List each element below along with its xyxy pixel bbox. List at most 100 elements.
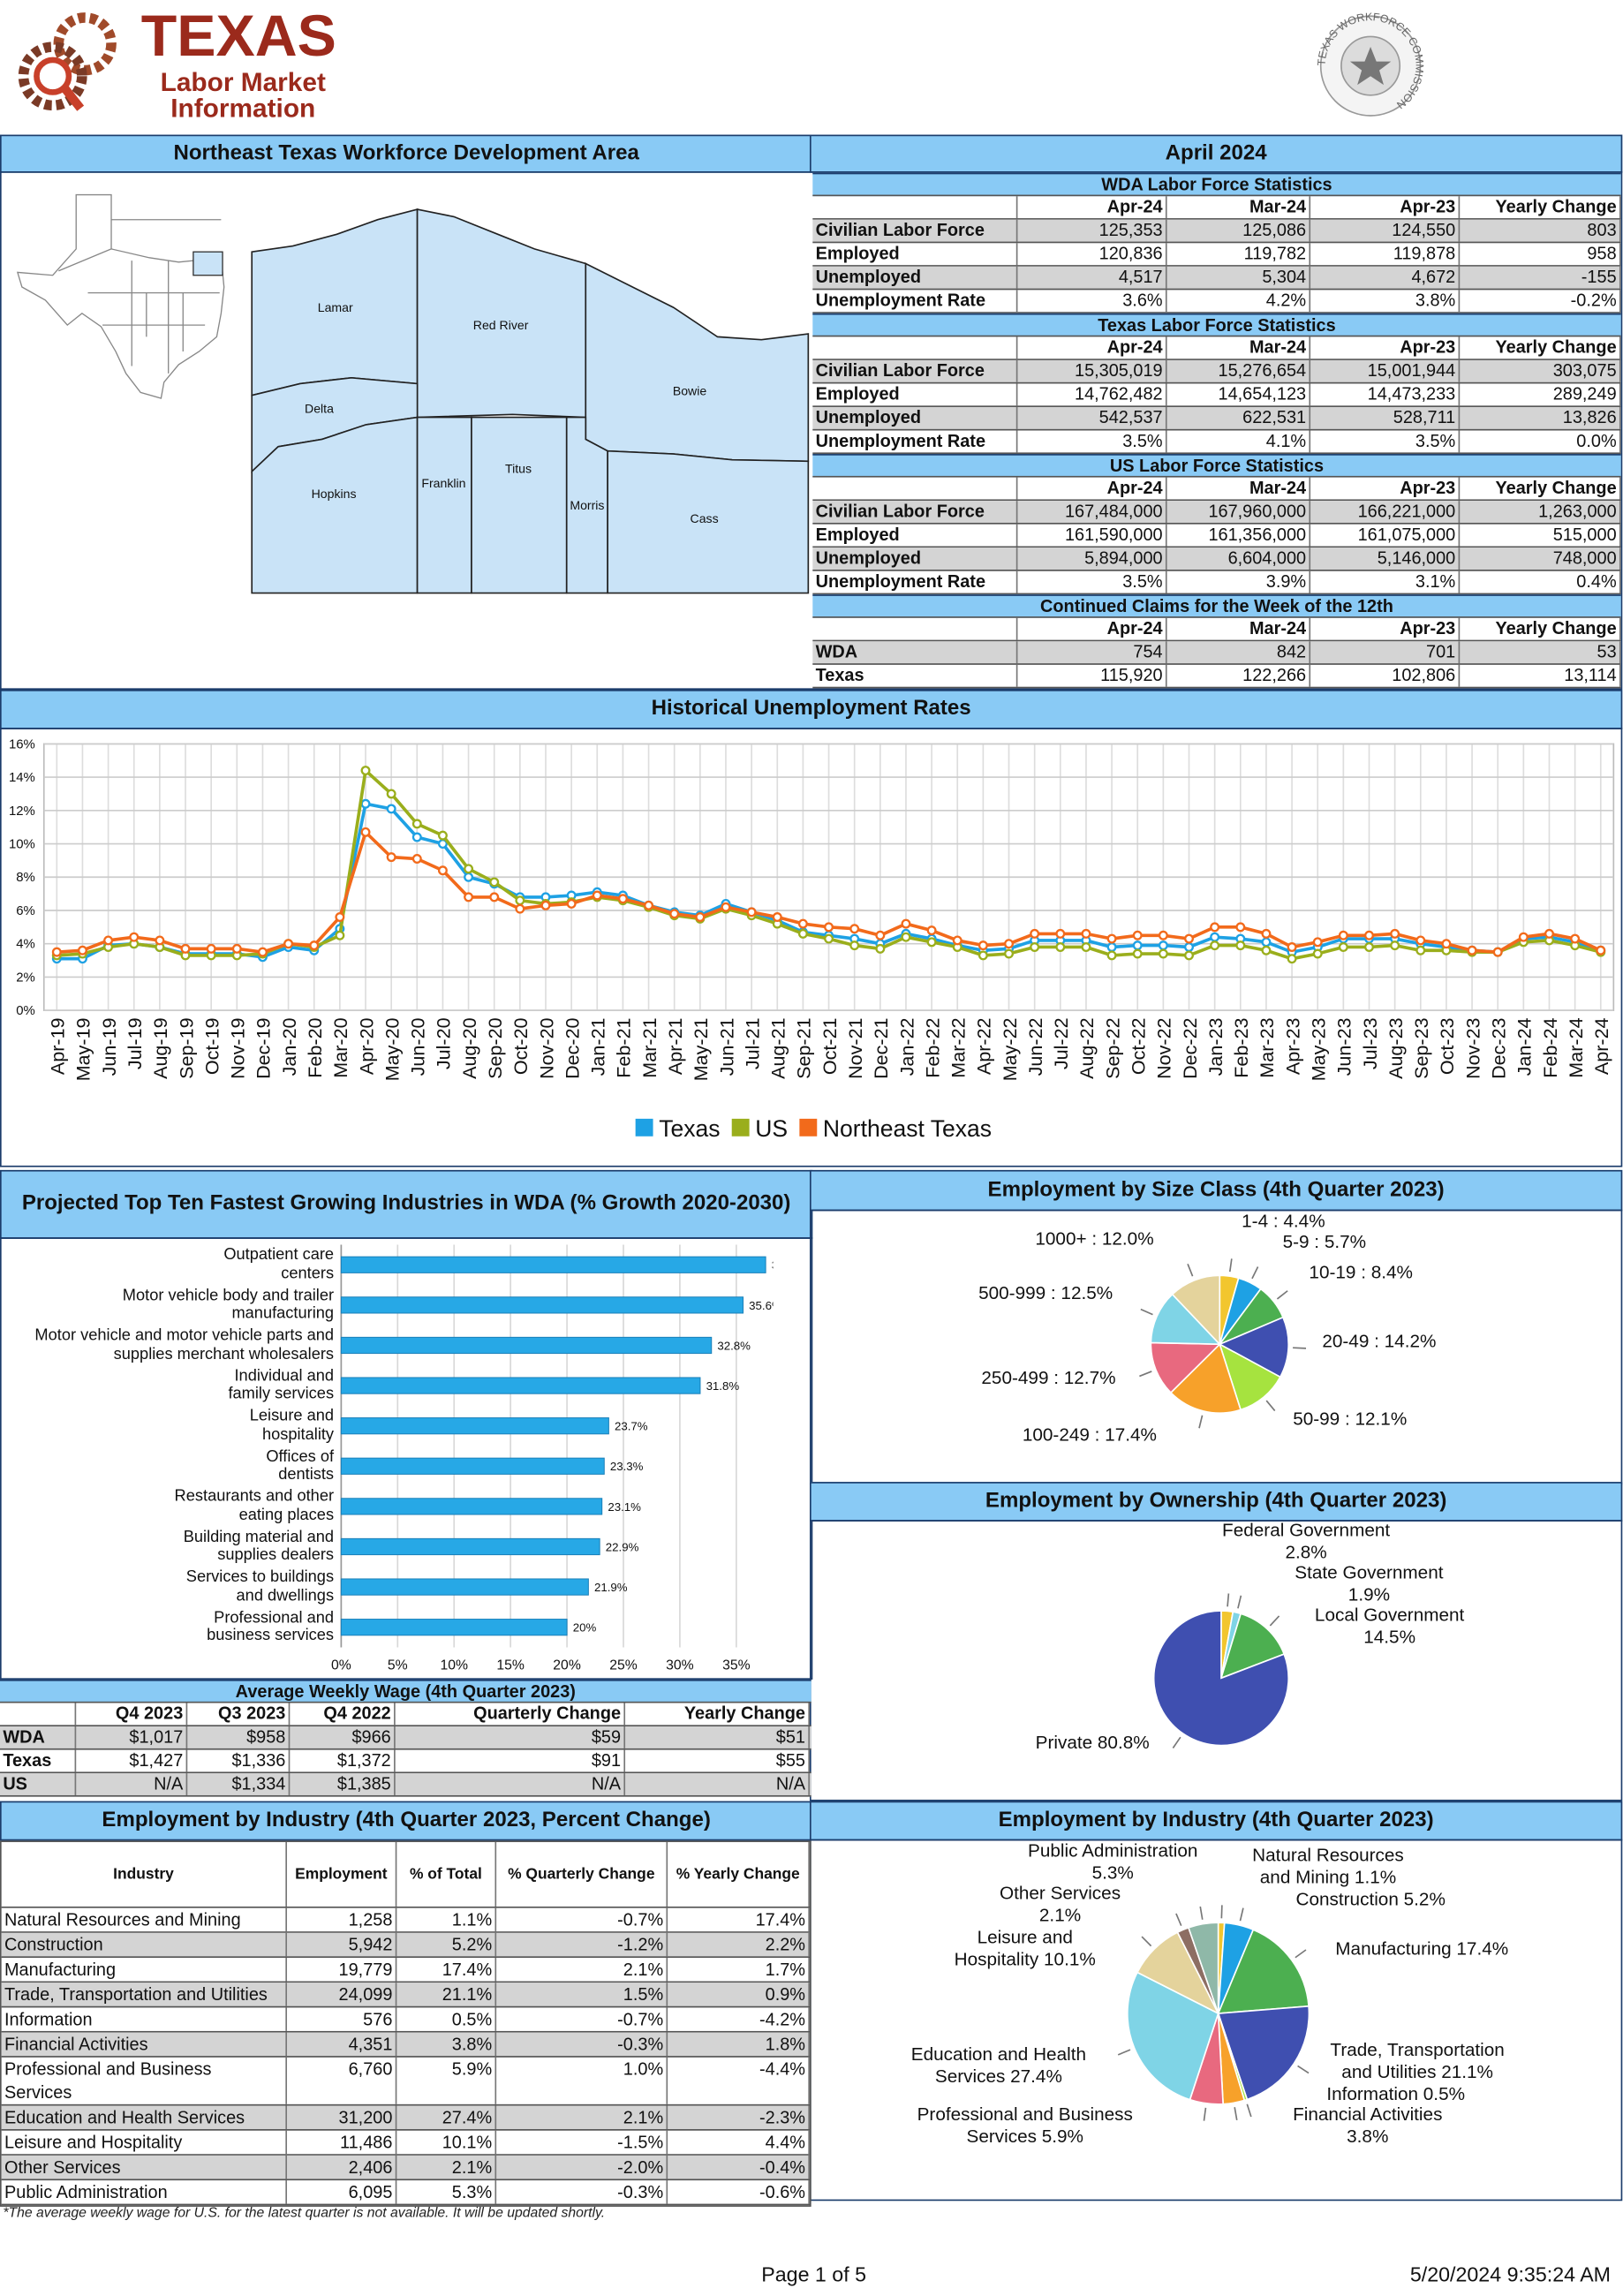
- table-row: Civilian Labor Force 15,305,019 15,276,654…: [812, 359, 1621, 384]
- table-cell: 0.4%: [1460, 570, 1621, 593]
- point: [926, 937, 937, 948]
- point: [721, 902, 731, 912]
- table-cell: -0.4%: [668, 2155, 810, 2179]
- table-cell: -0.7%: [496, 1907, 668, 1932]
- pie-slice: [1217, 1929, 1310, 2014]
- table-cell: 5,146,000: [1310, 548, 1461, 570]
- county-label: Hopkins: [312, 487, 357, 501]
- header-cell: Apr-24: [1017, 617, 1167, 640]
- table-row: Financial Activities 4,351 3.8% -0.3% 1.8%: [1, 2032, 810, 2058]
- x-tick-label: Oct-21: [819, 1017, 841, 1075]
- x-tick-label: 0%: [331, 1658, 351, 1673]
- table-cell: 515,000: [1460, 524, 1621, 547]
- table-cell: $1,385: [290, 1773, 396, 1795]
- x-tick-label: Jul-22: [1050, 1017, 1072, 1069]
- point: [437, 865, 448, 876]
- table-row: Unemployed 542,537 622,531 528,711 13,826: [812, 406, 1621, 431]
- pie-label: Federal Government 2.8%: [1222, 1520, 1391, 1563]
- logo: TEXAS Labor Market Information: [18, 4, 336, 124]
- bar: [340, 1498, 603, 1515]
- pie-label: 100-249 : 17.4%: [1022, 1424, 1157, 1446]
- pie-label: Professional and Business Services 5.9%: [917, 2103, 1133, 2147]
- table-cell: 842: [1167, 641, 1311, 664]
- point: [51, 947, 62, 957]
- category-label: Restaurants and other eating places: [174, 1488, 335, 1524]
- table-cell: 3.8%: [396, 2032, 497, 2057]
- county-label: Lamar: [318, 300, 353, 314]
- header-cell: Mar-24: [1167, 336, 1311, 359]
- category-label: Services to buildings and dwellings: [185, 1568, 335, 1605]
- table-cell: 102,806: [1310, 664, 1461, 687]
- legend-label: Northeast Texas: [823, 1115, 992, 1142]
- table-cell: Leisure and Hospitality: [2, 2130, 288, 2155]
- x-tick-label: Jan-20: [278, 1017, 300, 1076]
- table-cell: $1,017: [76, 1726, 188, 1748]
- x-tick-label: Mar-21: [638, 1017, 661, 1077]
- pie-label: Manufacturing 17.4%: [1335, 1938, 1509, 1960]
- y-tick-label: 4%: [16, 937, 35, 952]
- header-cell: Q3 2023: [187, 1703, 291, 1726]
- table-cell: 19,779: [287, 1958, 397, 1982]
- value-label: 32.8%: [717, 1339, 751, 1352]
- point: [978, 950, 988, 961]
- legend-label: US: [755, 1115, 788, 1142]
- point: [849, 940, 860, 951]
- header-cell: Employment: [287, 1842, 397, 1907]
- point: [669, 909, 680, 919]
- header-cell: [0, 1703, 77, 1726]
- table-cell: 748,000: [1460, 548, 1621, 570]
- table-cell: 576: [287, 2007, 397, 2031]
- header-cell: Mar-24: [1167, 477, 1311, 500]
- point: [1235, 922, 1246, 933]
- header-cell: Yearly Change: [1460, 336, 1621, 359]
- county: [251, 416, 419, 594]
- category-label: Offices of dentists: [266, 1447, 335, 1484]
- table-cell: 3.5%: [1017, 430, 1167, 453]
- point: [411, 819, 422, 829]
- x-tick-label: 10%: [440, 1658, 468, 1673]
- x-tick-label: Jan-22: [895, 1017, 917, 1076]
- pie-label: Trade, Transportation and Utilities 21.1…: [1330, 2039, 1505, 2082]
- section-title: Northeast Texas Workforce Development Ar…: [0, 134, 813, 173]
- magnifier: [34, 57, 72, 95]
- table-cell: 3.5%: [1017, 570, 1167, 593]
- x-tick-label: 15%: [496, 1658, 525, 1673]
- table-row: Unemployment Rate 3.5% 4.1% 3.5% 0.0%: [812, 430, 1621, 455]
- header-cell: Apr-23: [1310, 336, 1461, 359]
- point: [1132, 930, 1143, 940]
- table-cell: -0.6%: [668, 2180, 810, 2204]
- header-cell: Yearly Change: [1460, 477, 1621, 500]
- x-tick-label: Apr-23: [1281, 1017, 1303, 1075]
- table-row: Employed 14,762,482 14,654,123 14,473,233 28…: [812, 383, 1621, 407]
- table-cell: -1.2%: [496, 1932, 668, 1957]
- leader-line: [1187, 1264, 1194, 1277]
- table-cell: 17.4%: [396, 1958, 497, 1982]
- bars: 37.6% 35.6% 32.8% 31.8% 23.7% 23.3% 23.1% 22.9%…: [340, 1256, 774, 1636]
- x-tick-label: Sep-23: [1410, 1017, 1432, 1078]
- bar: [340, 1417, 609, 1435]
- table-cell: 5,942: [287, 1932, 397, 1957]
- point: [1467, 945, 1477, 955]
- category-label: Outpatient care centers: [223, 1246, 335, 1283]
- x-tick-label: Jul-19: [124, 1017, 146, 1069]
- x-tick-label: May-20: [381, 1017, 403, 1081]
- pie-label: 1000+ : 12.0%: [1035, 1228, 1154, 1250]
- point: [824, 933, 834, 944]
- x-tick-label: Apr-21: [664, 1017, 686, 1075]
- table-cell: $55: [625, 1749, 810, 1772]
- leader-line: [1199, 1906, 1204, 1920]
- x-tick-label: Oct-19: [200, 1017, 223, 1075]
- point: [592, 890, 602, 901]
- county-label: Cass: [691, 511, 719, 525]
- x-tick-label: Apr-19: [47, 1017, 69, 1075]
- point: [1570, 933, 1581, 944]
- table-cell: WDA: [812, 641, 1018, 664]
- table-header: Apr-24 Mar-24 Apr-23 Yearly Change: [812, 617, 1621, 642]
- point: [901, 918, 911, 929]
- table-cell: 5.3%: [396, 2180, 497, 2204]
- point: [1210, 922, 1220, 933]
- point: [1415, 935, 1426, 946]
- point: [1261, 928, 1272, 939]
- header-cell: Yearly Change: [625, 1703, 810, 1726]
